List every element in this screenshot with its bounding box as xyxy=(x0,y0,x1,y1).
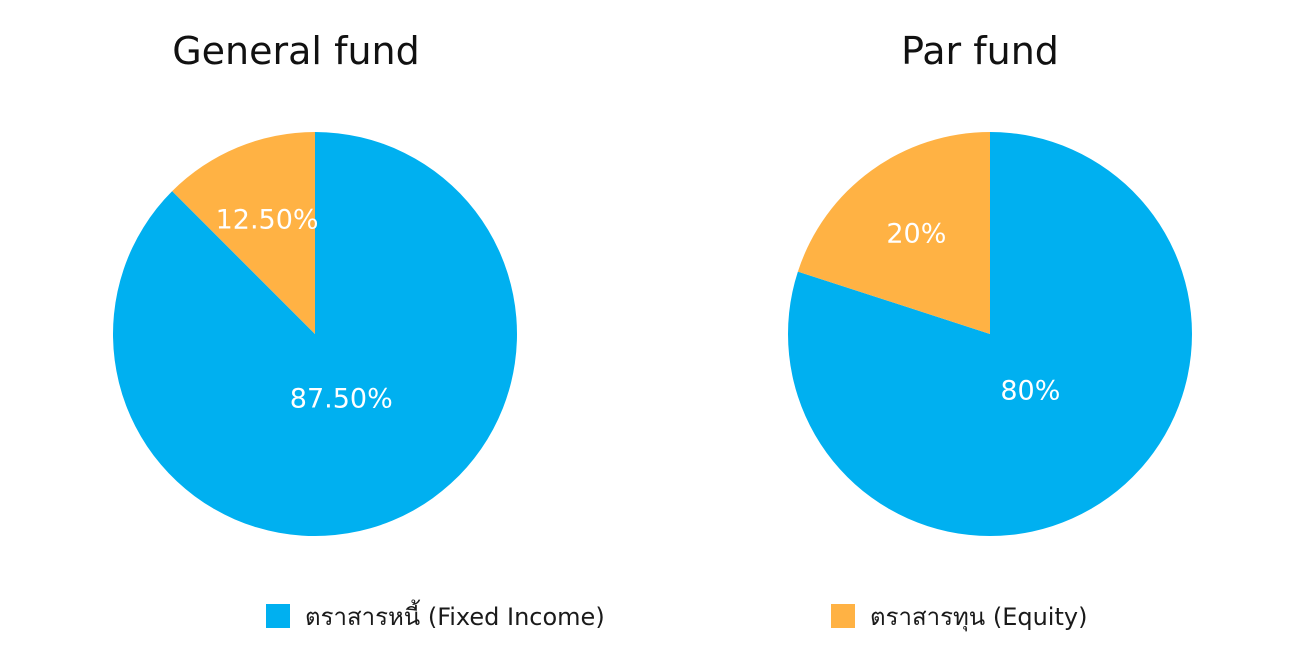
data-label: 80% xyxy=(1000,376,1060,407)
legend-label: ตราสารหนี้ (Fixed Income) xyxy=(305,599,605,631)
legend: ตราสารหนี้ (Fixed Income) ตราสารทุน (Equ… xyxy=(266,599,1087,632)
pie-general-fund: 87.50% 12.50% xyxy=(112,132,517,536)
legend-swatch xyxy=(831,604,855,628)
pie-slice-equity xyxy=(172,132,315,334)
chart-title: Par fund xyxy=(901,29,1059,73)
pie-slice-equity xyxy=(797,132,990,334)
pie-slice-fixed-income xyxy=(112,132,517,536)
chart-title: General fund xyxy=(172,29,420,73)
chart-general-fund: General fund 87.50% 12.50% xyxy=(112,29,517,536)
legend-item-fixed-income: ตราสารหนี้ (Fixed Income) xyxy=(266,599,605,631)
pie-slice-fixed-income xyxy=(787,132,1192,536)
data-label: 87.50% xyxy=(290,383,393,414)
legend-label: ตราสารทุน (Equity) xyxy=(870,603,1087,632)
chart-par-fund: Par fund 80% 20% xyxy=(787,29,1192,536)
legend-swatch xyxy=(266,604,290,628)
legend-item-equity: ตราสารทุน (Equity) xyxy=(831,603,1087,632)
data-label: 12.50% xyxy=(216,204,319,235)
pie-par-fund: 80% 20% xyxy=(787,132,1192,536)
data-label: 20% xyxy=(886,219,946,250)
